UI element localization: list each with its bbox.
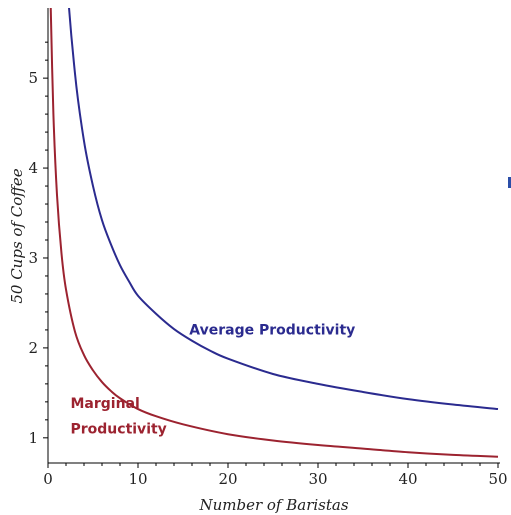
legend-marker (508, 177, 511, 188)
series-annotation-label: Average Productivity (189, 322, 355, 338)
x-axis-title: Number of Baristas (198, 496, 348, 514)
x-tick-label: 30 (308, 470, 327, 488)
y-tick-label: 4 (28, 159, 38, 177)
x-tick-label: 10 (128, 470, 147, 488)
y-tick-label: 3 (28, 249, 38, 267)
y-tick-label: 5 (28, 69, 38, 87)
x-tick-label: 40 (398, 470, 417, 488)
y-tick-label: 1 (28, 429, 38, 447)
series-annotation-label: Productivity (71, 421, 167, 437)
x-tick-label: 0 (43, 470, 53, 488)
y-axis-title: 50 Cups of Coffee (8, 168, 26, 303)
series-annotation-label: Marginal (71, 396, 140, 412)
x-tick-label: 50 (488, 470, 507, 488)
marginal-productivity-line (49, 8, 499, 458)
y-tick-label: 2 (28, 339, 38, 357)
x-tick-label: 20 (218, 470, 237, 488)
average-productivity-line (67, 8, 499, 411)
